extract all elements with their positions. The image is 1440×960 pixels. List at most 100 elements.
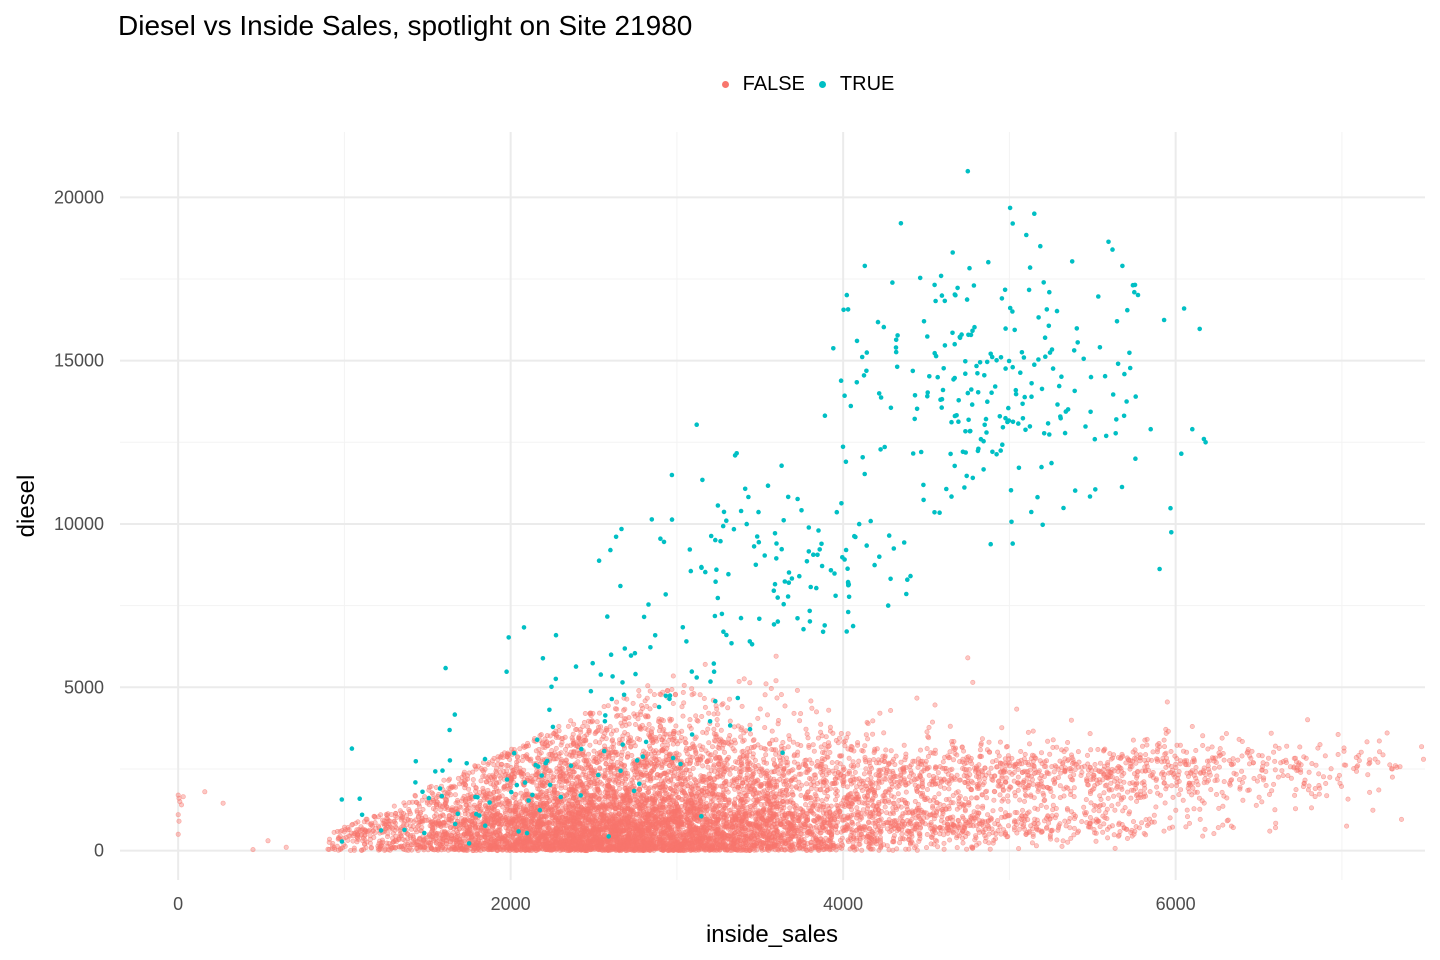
data-point-false [632, 721, 638, 727]
data-point-false [545, 840, 551, 846]
data-point-false [739, 703, 745, 709]
data-point-false [827, 749, 833, 755]
data-point-false [747, 731, 753, 737]
data-point-false [701, 695, 707, 701]
data-point-false [859, 847, 865, 853]
data-point-false [680, 713, 686, 719]
data-point-false [413, 827, 419, 833]
data-point-false [719, 702, 725, 708]
legend-label-false: FALSE [742, 72, 805, 95]
data-point-false [601, 704, 607, 710]
data-point-false [529, 827, 535, 833]
data-point-false [593, 739, 599, 745]
data-point-false [614, 699, 620, 705]
data-point-false [646, 721, 652, 727]
data-point-false [688, 725, 694, 731]
data-point-false [627, 813, 633, 819]
data-point-false [586, 727, 592, 733]
data-point-false [412, 838, 418, 844]
legend-item-true: TRUE [818, 73, 894, 96]
data-point-false [573, 727, 579, 733]
data-point-false [596, 710, 602, 716]
data-point-false [433, 831, 439, 837]
data-point-false [462, 811, 468, 817]
data-point-false [485, 787, 491, 793]
data-point-false [782, 703, 788, 709]
data-point-false [384, 834, 390, 840]
data-point-false [863, 732, 869, 738]
legend-item-false: FALSE [546, 73, 805, 96]
data-point-false [356, 827, 362, 833]
data-point-false [635, 716, 641, 722]
data-point-false [565, 829, 571, 835]
data-point-false [715, 711, 721, 717]
data-points [175, 168, 1427, 854]
data-point-false [612, 771, 618, 777]
data-point-false [656, 834, 662, 840]
data-point-false [580, 771, 586, 777]
data-point-false [553, 745, 559, 751]
data-point-false [964, 846, 970, 852]
data-point-false [702, 661, 708, 667]
data-point-false [472, 825, 478, 831]
data-point-false [636, 693, 642, 699]
data-point-false [751, 737, 757, 743]
data-point-false [447, 824, 453, 830]
data-point-false [440, 813, 446, 819]
data-point-false [517, 799, 523, 805]
data-point-false [405, 843, 411, 849]
data-point-false [419, 815, 425, 821]
data-point-false [441, 777, 447, 783]
data-point-false [850, 821, 856, 827]
data-point-false [647, 688, 653, 694]
data-point-false [618, 834, 624, 840]
data-point-false [657, 724, 663, 730]
data-point-false [438, 842, 444, 848]
data-point-false [769, 728, 775, 734]
data-point-false [709, 744, 715, 750]
data-point-false [350, 838, 356, 844]
data-point-false [502, 810, 508, 816]
data-point-false [412, 792, 418, 798]
legend: FALSE TRUE [0, 70, 1440, 98]
data-point-false [326, 836, 332, 842]
data-point-false [773, 678, 779, 684]
grid [120, 132, 1425, 880]
data-point-false [422, 794, 428, 800]
data-point-false [435, 847, 441, 853]
data-point-false [736, 678, 742, 684]
data-point-false [414, 809, 420, 815]
data-point-false [714, 717, 720, 723]
chart-title: Diesel vs Inside Sales, spotlight on Sit… [118, 10, 693, 41]
data-point-false [392, 813, 398, 819]
data-point-false [727, 771, 733, 777]
data-point-false [642, 698, 648, 704]
data-point-false [343, 834, 349, 840]
data-point-false [762, 692, 768, 698]
data-point-false [473, 847, 479, 853]
data-point-false [474, 831, 480, 837]
data-point-false [899, 831, 905, 837]
legend-key-true [818, 80, 826, 88]
data-point-false [481, 846, 487, 852]
data-point-false [679, 803, 685, 809]
data-point-false [622, 828, 628, 834]
data-point-false [700, 763, 706, 769]
data-point-false [371, 813, 377, 819]
data-point-false [1016, 846, 1022, 852]
data-point-false [838, 730, 844, 736]
data-point-false [452, 792, 458, 798]
data-point-false [689, 686, 695, 692]
data-point-false [607, 724, 613, 730]
data-point-false [647, 746, 653, 752]
data-point-false [773, 751, 779, 757]
data-point-false [409, 799, 415, 805]
data-point-false [624, 754, 630, 760]
data-point-false [402, 818, 408, 824]
data-point-false [699, 713, 705, 719]
data-point-false [355, 837, 361, 843]
data-point-false [636, 688, 642, 694]
data-point-false [420, 844, 426, 850]
data-point-false [809, 705, 815, 711]
data-point-false [409, 847, 415, 853]
